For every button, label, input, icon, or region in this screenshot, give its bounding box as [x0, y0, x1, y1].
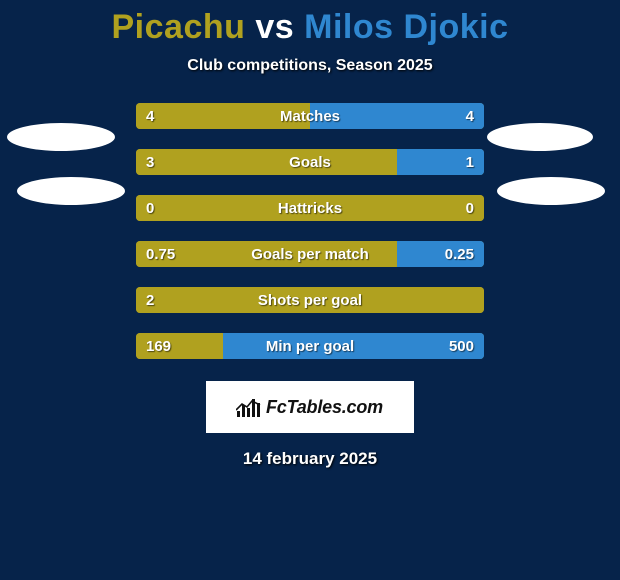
- player1-photo-bottom: [17, 177, 125, 205]
- content-area: 44Matches 31Goals 00Hattricks 0.750.25Goals…: [0, 103, 620, 359]
- stat-row: 169500Min per goal: [136, 333, 484, 359]
- player2-photo-bottom: [497, 177, 605, 205]
- chart-icon: [237, 397, 260, 417]
- stat-label: Hattricks: [136, 195, 484, 221]
- stat-row: 31Goals: [136, 149, 484, 175]
- vs-text: vs: [255, 8, 294, 46]
- date-label: 14 february 2025: [0, 449, 620, 469]
- player1-photo-top: [7, 123, 115, 151]
- stat-row: 0.750.25Goals per match: [136, 241, 484, 267]
- stats-container: 44Matches 31Goals 00Hattricks 0.750.25Goals…: [136, 103, 484, 359]
- stat-label: Matches: [136, 103, 484, 129]
- badge-text: FcTables.com: [266, 397, 383, 418]
- stat-label: Shots per goal: [136, 287, 484, 313]
- stat-label: Goals per match: [136, 241, 484, 267]
- chart-line-icon: [236, 399, 262, 411]
- stat-row: 2Shots per goal: [136, 287, 484, 313]
- player1-name: Picachu: [112, 8, 246, 46]
- subtitle: Club competitions, Season 2025: [0, 57, 620, 75]
- bar-icon-segment: [237, 411, 240, 417]
- stat-label: Goals: [136, 149, 484, 175]
- fctables-badge[interactable]: FcTables.com: [206, 381, 414, 433]
- stat-label: Min per goal: [136, 333, 484, 359]
- player2-photo-top: [487, 123, 593, 151]
- stat-row: 44Matches: [136, 103, 484, 129]
- player2-name: Milos Djokic: [304, 8, 508, 46]
- comparison-title: Picachu vs Milos Djokic: [0, 0, 620, 47]
- stat-row: 00Hattricks: [136, 195, 484, 221]
